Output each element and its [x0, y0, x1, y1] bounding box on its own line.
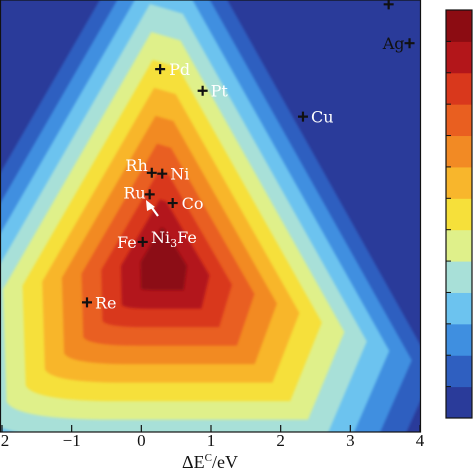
- x-tick-label: 2: [1, 431, 10, 450]
- point-cu: Cu: [297, 108, 334, 127]
- point-label: Ru: [123, 183, 145, 202]
- colorbar-frame: [445, 9, 473, 419]
- x-tick-label: 2: [276, 431, 285, 450]
- point-co: Co: [167, 194, 204, 213]
- x-tick-label: 0: [137, 431, 146, 450]
- point-marker: [155, 64, 166, 75]
- point-marker: [197, 85, 208, 96]
- colorbar-segment: [446, 229, 472, 262]
- colorbar: [445, 9, 473, 419]
- point-label: Re: [95, 293, 117, 312]
- point-au: Au: [361, 0, 394, 10]
- point-label: Au: [361, 0, 384, 2]
- point-marker: [404, 38, 415, 49]
- point-pd: Pd: [155, 60, 190, 79]
- point-label: Ag: [382, 34, 405, 53]
- point-label: Co: [182, 194, 204, 213]
- colorbar-segment: [446, 10, 472, 42]
- point-marker: [167, 198, 178, 209]
- point-re: Re: [81, 293, 117, 312]
- x-axis-title: ΔEC/eV: [182, 452, 238, 472]
- x-axis: 2 −1 0 1 2 3 4: [1, 425, 425, 450]
- x-tick-label: −1: [63, 431, 81, 450]
- annotation-label: Ni3Fe: [151, 228, 197, 250]
- point-marker: [81, 297, 92, 308]
- colorbar-segment: [446, 386, 472, 419]
- point-rh: Rh: [125, 156, 157, 178]
- point-ag: Ag: [382, 34, 415, 53]
- point-ru: Ru: [123, 183, 155, 202]
- colorbar-segment: [446, 72, 472, 105]
- point-ni: Ni: [157, 165, 189, 184]
- point-fe: Fe: [117, 233, 148, 252]
- point-label: Fe: [117, 233, 137, 252]
- point-marker: [297, 111, 308, 122]
- point-marker: [144, 189, 155, 200]
- x-tick-label: 3: [346, 431, 355, 450]
- annotation-arrow-head: [146, 200, 155, 211]
- point-marker: [157, 168, 168, 179]
- colorbar-segment: [446, 41, 472, 74]
- ni3fe-annotation: Ni3Fe: [146, 200, 197, 250]
- point-label: Pd: [169, 60, 190, 79]
- colorbar-segment: [446, 166, 472, 199]
- colorbar-segment: [446, 292, 472, 325]
- colorbar-segment: [446, 198, 472, 231]
- data-markers: Au Ag Pd Pt Cu Rh Ni Ru Co Fe Re: [81, 0, 415, 312]
- colorbar-segment: [446, 323, 472, 356]
- point-marker: [137, 236, 148, 247]
- point-pt: Pt: [197, 82, 229, 101]
- point-label: Rh: [125, 156, 147, 175]
- x-tick-label: 1: [207, 431, 216, 450]
- colorbar-segment: [446, 104, 472, 137]
- colorbar-segment: [446, 355, 472, 388]
- plot-area: Au Ag Pd Pt Cu Rh Ni Ru Co Fe Re Ni3Fe: [0, 0, 420, 432]
- point-marker: [146, 167, 157, 178]
- contour-bands: [0, 0, 420, 432]
- contour-band: [140, 227, 187, 291]
- point-marker: [383, 0, 394, 10]
- colorbar-segment: [446, 135, 472, 168]
- colorbar-segment: [446, 261, 472, 293]
- point-label: Ni: [170, 165, 189, 184]
- x-tick-label: 4: [416, 431, 425, 450]
- point-label: Cu: [311, 108, 334, 127]
- point-label: Pt: [211, 82, 229, 101]
